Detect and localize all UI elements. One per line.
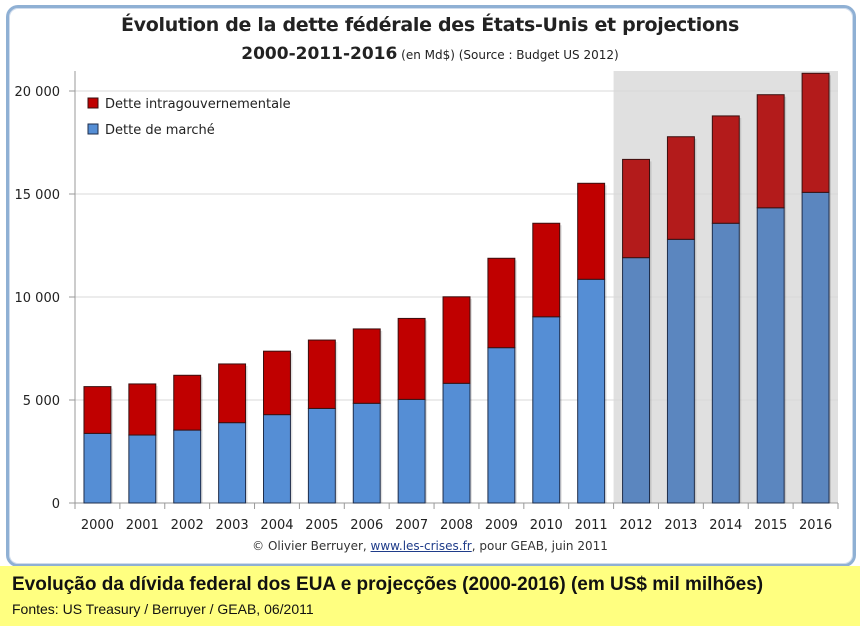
x-tick-label: 2005 <box>305 518 338 533</box>
x-tick-label: 2010 <box>530 518 563 533</box>
stacked-bar-chart: 0 5 000 10 000 15 000 20 000 2000 2001 2002 2003… <box>15 71 839 533</box>
bar-market-2015 <box>756 207 785 504</box>
bar-market-2009 <box>487 347 516 504</box>
bar-intra-2007 <box>397 317 426 400</box>
bar-intra-2004 <box>263 350 291 416</box>
y-tick-label: 0 <box>52 497 60 512</box>
bar-intra-2002 <box>173 374 202 431</box>
x-tick-label: 2004 <box>260 518 293 533</box>
bar-intra-2009 <box>487 257 516 349</box>
bar-market-2006 <box>352 402 381 504</box>
y-tick-label: 10 000 <box>15 291 61 306</box>
x-tick-label: 2014 <box>709 518 742 533</box>
subtitle-years: 2000-2011-2016 <box>241 44 398 64</box>
bar-intra-2014 <box>711 115 740 224</box>
bar-market-2014 <box>711 222 740 504</box>
legend-swatch-intra <box>87 97 99 109</box>
bar-market-2011 <box>577 278 606 504</box>
bar-market-2005 <box>307 407 336 504</box>
bar-market-2003 <box>218 422 247 504</box>
bar-intra-2013 <box>666 136 695 240</box>
bar-market-2010 <box>532 316 561 504</box>
x-tick-label: 2003 <box>216 518 249 533</box>
x-tick-label: 2008 <box>440 518 473 533</box>
legend-label-market: Dette de marché <box>105 123 215 138</box>
chart-subtitle: 2000-2011-2016 (en Md$) (Source : Budget… <box>0 44 860 64</box>
bar-market-2016 <box>801 191 830 504</box>
x-tick-label: 2011 <box>575 518 608 533</box>
credit-suffix: , pour GEAB, juin 2011 <box>471 539 608 553</box>
x-tick-label: 2001 <box>126 518 159 533</box>
y-tick-label: 20 000 <box>15 85 61 100</box>
bar-intra-2012 <box>622 158 650 259</box>
bar-intra-2015 <box>756 94 785 209</box>
bar-intra-2006 <box>352 328 381 404</box>
bar-intra-2010 <box>532 222 561 318</box>
bar-market-2007 <box>397 398 426 504</box>
credit-link[interactable]: www.les-crises.fr <box>370 539 472 553</box>
y-tick-label: 5 000 <box>23 394 60 409</box>
bar-market-2000 <box>83 432 112 504</box>
bar-market-2001 <box>128 434 157 504</box>
bar-intra-2016 <box>801 72 830 193</box>
bar-market-2008 <box>442 382 471 504</box>
chart-credit: © Olivier Berruyer, www.les-crises.fr, p… <box>0 539 860 553</box>
x-tick-label: 2013 <box>664 518 697 533</box>
caption-sources: Fontes: US Treasury / Berruyer / GEAB, 0… <box>12 601 314 617</box>
bar-intra-2000 <box>83 386 112 434</box>
x-tick-label: 2009 <box>485 518 518 533</box>
bar-intra-2008 <box>442 296 471 384</box>
credit-prefix: © Olivier Berruyer, <box>252 539 371 553</box>
bar-intra-2001 <box>128 383 157 436</box>
chart-title: Évolution de la dette fédérale des États… <box>120 14 739 36</box>
bar-intra-2011 <box>577 182 606 280</box>
legend-swatch-market <box>87 123 99 135</box>
bar-market-2013 <box>666 238 695 504</box>
x-tick-label: 2007 <box>395 518 428 533</box>
x-tick-label: 2016 <box>799 518 832 533</box>
x-tick-label: 2015 <box>754 518 787 533</box>
x-tick-label: 2002 <box>171 518 204 533</box>
x-tick-label: 2012 <box>619 518 652 533</box>
bar-market-2004 <box>263 414 291 504</box>
x-tick-label: 2000 <box>81 518 114 533</box>
caption-title: Evolução da dívida federal dos EUA e pro… <box>12 574 764 595</box>
bar-intra-2003 <box>218 363 247 424</box>
bar-market-2002 <box>173 429 202 504</box>
bar-intra-2005 <box>307 339 336 409</box>
bar-market-2012 <box>622 257 650 504</box>
x-tick-label: 2006 <box>350 518 383 533</box>
caption-box: Evolução da dívida federal dos EUA e pro… <box>0 566 860 626</box>
legend-label-intra: Dette intragouvernementale <box>105 97 291 112</box>
y-tick-label: 15 000 <box>15 188 61 203</box>
subtitle-source: (en Md$) (Source : Budget US 2012) <box>397 48 619 62</box>
